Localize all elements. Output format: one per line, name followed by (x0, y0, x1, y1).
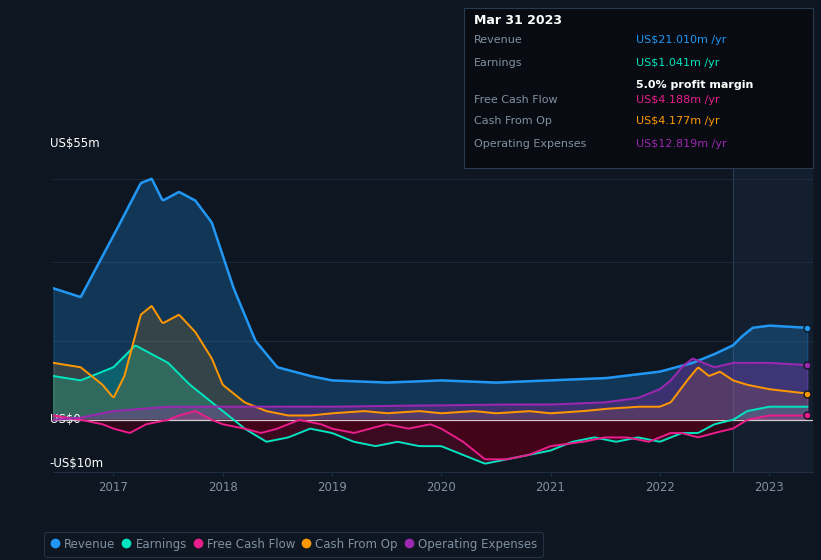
Text: 5.0% profit margin: 5.0% profit margin (636, 80, 754, 90)
Text: US$12.819m /yr: US$12.819m /yr (636, 139, 727, 149)
Text: Free Cash Flow: Free Cash Flow (474, 95, 557, 105)
Text: US$4.177m /yr: US$4.177m /yr (636, 116, 720, 127)
Text: US$21.010m /yr: US$21.010m /yr (636, 35, 727, 45)
Text: Mar 31 2023: Mar 31 2023 (474, 14, 562, 27)
Legend: Revenue, Earnings, Free Cash Flow, Cash From Op, Operating Expenses: Revenue, Earnings, Free Cash Flow, Cash … (44, 531, 544, 557)
Text: Revenue: Revenue (474, 35, 522, 45)
Text: Earnings: Earnings (474, 58, 522, 68)
Text: Operating Expenses: Operating Expenses (474, 139, 586, 149)
Bar (733, 157, 813, 473)
Text: Cash From Op: Cash From Op (474, 116, 552, 127)
Text: US$55m: US$55m (49, 138, 99, 151)
Text: US$4.188m /yr: US$4.188m /yr (636, 95, 720, 105)
Text: US$1.041m /yr: US$1.041m /yr (636, 58, 720, 68)
Text: -US$10m: -US$10m (49, 457, 103, 470)
Text: US$0: US$0 (49, 413, 80, 426)
